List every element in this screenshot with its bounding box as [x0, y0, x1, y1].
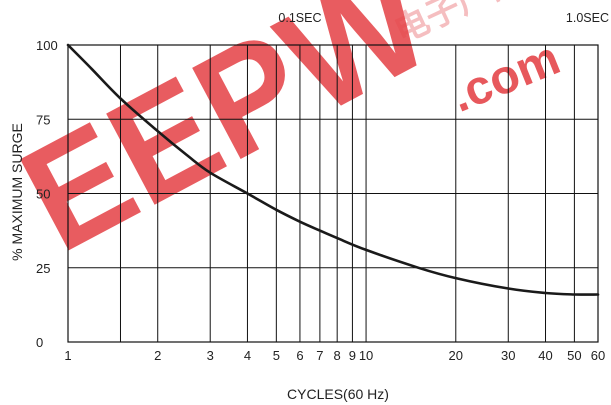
top-annotation: 0.1SEC [278, 11, 321, 25]
eepw-watermark: 电子产品 EEPW .com [0, 0, 567, 283]
x-axis-label: CYCLES(60 Hz) [287, 386, 389, 402]
x-tick-label: 4 [244, 348, 251, 363]
y-tick-label: 25 [36, 261, 50, 276]
top-annotation: 1.0SEC [566, 11, 609, 25]
y-tick-label: 100 [36, 38, 58, 53]
x-tick-label: 3 [207, 348, 214, 363]
x-tick-label: 7 [316, 348, 323, 363]
x-tick-labels: 1 2 3 4 5 6 7 8 9 10 20 30 40 50 60 [64, 348, 605, 363]
x-tick-label: 1 [64, 348, 71, 363]
x-tick-label: 30 [501, 348, 515, 363]
x-tick-label: 10 [359, 348, 373, 363]
x-tick-label: 2 [154, 348, 161, 363]
series-layer [66, 43, 600, 296]
y-tick-label: 0 [36, 335, 43, 350]
top-annotations: 0.1SEC 1.0SEC [278, 11, 609, 25]
x-tick-label: 40 [538, 348, 552, 363]
x-tick-label: 60 [591, 348, 605, 363]
grid [68, 45, 598, 342]
x-tick-label: 20 [449, 348, 463, 363]
x-tick-label: 9 [349, 348, 356, 363]
x-tick-label: 6 [296, 348, 303, 363]
x-tick-label: 5 [273, 348, 280, 363]
y-axis-label: % MAXIMUM SURGE [9, 123, 25, 261]
y-tick-label: 75 [36, 112, 50, 127]
y-tick-label: 50 [36, 187, 50, 202]
x-tick-label: 8 [334, 348, 341, 363]
plot-border [67, 44, 599, 343]
x-tick-label: 50 [567, 348, 581, 363]
series-line-0 [66, 43, 600, 296]
plot-frame [67, 44, 599, 343]
y-tick-labels: 0 25 50 75 100 [36, 38, 58, 350]
